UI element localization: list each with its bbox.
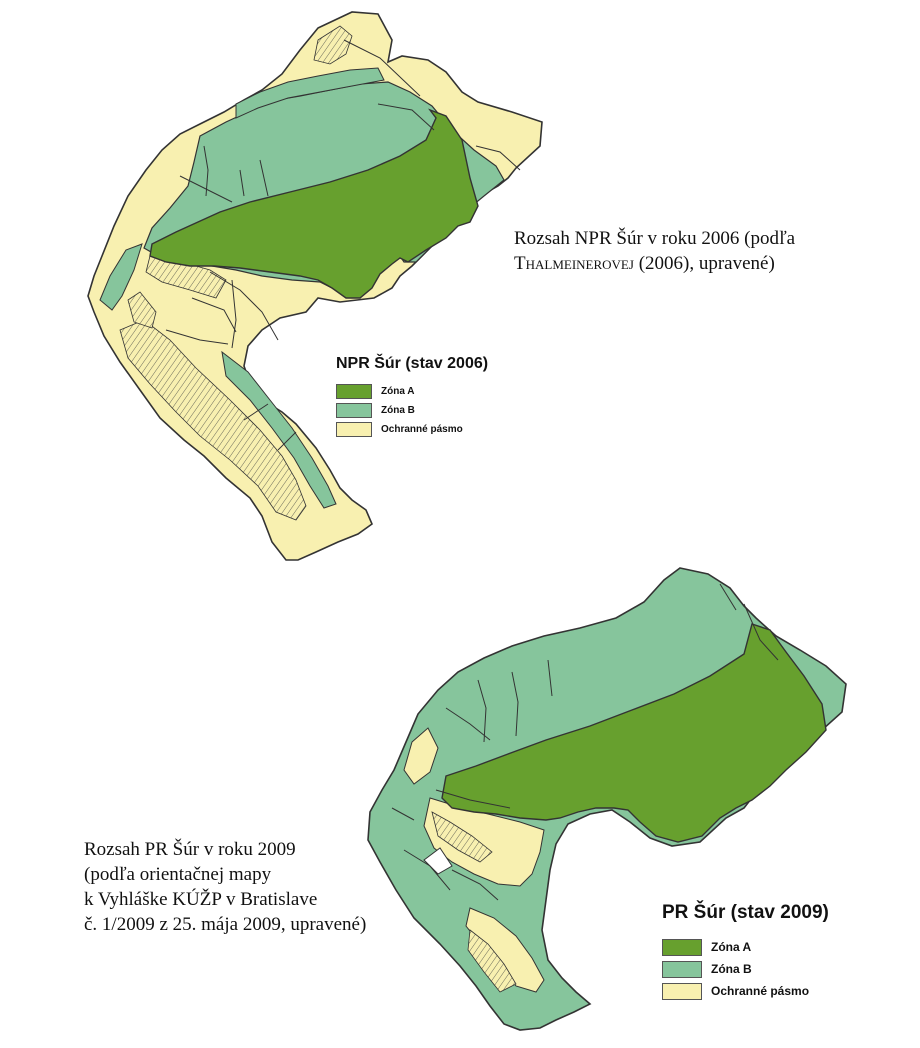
parcels-north — [313, 25, 353, 65]
legend-swatch — [662, 982, 702, 1000]
legend-item: Zóna B — [336, 401, 488, 420]
legend-label: Zóna B — [711, 962, 752, 976]
ochranne-pasmo-2009-west — [403, 727, 439, 785]
legend-item: Ochranné pásmo — [336, 420, 488, 439]
caption-2009: Rozsah PR Šúr v roku 2009 (podľa orienta… — [84, 837, 366, 937]
legend-swatch — [336, 403, 372, 418]
legend-label: Ochranné pásmo — [711, 984, 810, 998]
caption-2006-line1: Rozsah NPR Šúr v roku 2006 (podľa — [514, 228, 796, 249]
legend-swatch — [336, 384, 372, 399]
caption-2009-line-2: (podľa orientačnej mapy — [84, 864, 272, 885]
legend-item: Zóna A — [662, 936, 829, 958]
zona-b-southeast-strip — [221, 350, 337, 509]
legend-2006-title: NPR Šúr (stav 2006) — [336, 355, 489, 372]
zona-a-2006 — [149, 108, 479, 299]
legend-label: Zóna B — [381, 405, 415, 416]
internal-boundaries-2006 — [165, 39, 521, 451]
caption-2009-line-3: k Vyhláške KÚŽP v Bratislave — [84, 889, 318, 910]
zona-a-2009 — [441, 623, 827, 843]
caption-2009-line-1: Rozsah PR Šúr v roku 2009 — [84, 839, 296, 860]
zona-b-north-strip — [235, 67, 385, 119]
legend-label: Zóna A — [381, 386, 415, 397]
caption-2006: Rozsah NPR Šúr v roku 2006 (podľa Thalme… — [514, 226, 795, 276]
zona-b-west-strip — [99, 243, 143, 311]
parcels-south — [119, 319, 307, 521]
caption-2006-line2: Thalmeinerovej (2006), upravené) — [514, 251, 795, 276]
legend-item: Zóna B — [662, 958, 829, 980]
caption-2006-year: (2006), upravené) — [633, 253, 775, 274]
legend-2009: PR Šúr (stav 2009) Zóna A Zóna B Ochranné … — [662, 902, 829, 1002]
legend-2009-title: PR Šúr (stav 2009) — [662, 902, 829, 923]
legend-item: Ochranné pásmo — [662, 980, 829, 1002]
legend-swatch — [662, 938, 702, 956]
legend-2006: NPR Šúr (stav 2006) Zóna A Zóna B Ochranné… — [336, 355, 488, 439]
legend-swatch — [336, 422, 372, 437]
caption-2009-line-4: č. 1/2009 z 25. mája 2009, upravené) — [84, 914, 367, 935]
parcels-2009 — [431, 811, 493, 863]
legend-label: Ochranné pásmo — [381, 424, 463, 435]
parcels-west — [127, 291, 157, 329]
caption-2006-author: Thalmeinerovej — [514, 253, 634, 274]
parcels-2009-south — [467, 929, 517, 993]
internal-boundaries-2009 — [391, 583, 779, 901]
legend-swatch — [662, 960, 702, 978]
legend-label: Zóna A — [711, 940, 752, 954]
legend-item: Zóna A — [336, 382, 488, 401]
